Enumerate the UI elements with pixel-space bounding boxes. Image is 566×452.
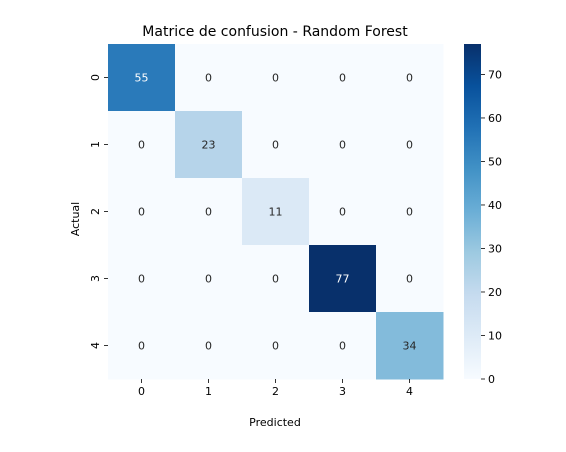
colorbar-tick-label: 60: [488, 112, 502, 125]
colorbar-tick-label: 30: [488, 242, 502, 255]
colorbar-gradient: [464, 44, 481, 379]
cell-value-label: 0: [272, 340, 279, 353]
x-axis-label: Predicted: [249, 416, 301, 429]
y-axis-label: Actual: [69, 202, 82, 236]
y-tick-label: 1: [89, 141, 102, 148]
cell-value-label: 0: [339, 206, 346, 219]
heatmap-cells: 55 0 0 0 0 0 23 0 0 0 0 0 11 0 0 0 0 0 77 0 0 0 0 0 34: [108, 44, 444, 380]
cell-value-label: 0: [272, 139, 279, 152]
cell-value-label: 0: [205, 72, 212, 85]
cell-value-label: 0: [339, 340, 346, 353]
cell-value-label: 0: [406, 139, 413, 152]
x-tick-label: 1: [205, 385, 212, 398]
y-tick-label: 3: [89, 275, 102, 282]
cell-value-label: 0: [272, 72, 279, 85]
cell-value-label: 0: [205, 206, 212, 219]
cell-value-label: 0: [205, 273, 212, 286]
cell-value-label: 77: [336, 273, 350, 286]
x-tick-label: 0: [138, 385, 145, 398]
cell-value-label: 11: [269, 206, 283, 219]
cell-value-label: 55: [135, 72, 149, 85]
cell-value-label: 0: [406, 206, 413, 219]
y-tick-label: 0: [89, 74, 102, 81]
x-tick-label: 4: [406, 385, 413, 398]
cell-value-label: 0: [406, 273, 413, 286]
colorbar-tick-label: 0: [488, 373, 495, 386]
cell-value-label: 0: [138, 206, 145, 219]
colorbar-tick-label: 50: [488, 155, 502, 168]
y-axis: 0 1 2 3 4: [89, 74, 108, 349]
cell-value-label: 0: [339, 139, 346, 152]
cell-value-label: 0: [205, 340, 212, 353]
cell-value-label: 0: [339, 72, 346, 85]
cell-value-label: 23: [202, 139, 216, 152]
x-tick-label: 3: [339, 385, 346, 398]
cell-value-label: 0: [138, 340, 145, 353]
cell-value-label: 0: [406, 72, 413, 85]
y-tick-label: 2: [89, 208, 102, 215]
cell-value-label: 0: [272, 273, 279, 286]
colorbar-tick-label: 20: [488, 286, 502, 299]
cell-value-label: 0: [138, 139, 145, 152]
colorbar: 0 10 20 30 40 50 60 70: [464, 44, 502, 386]
x-tick-label: 2: [272, 385, 279, 398]
cell-value-label: 0: [138, 273, 145, 286]
colorbar-tick-label: 70: [488, 68, 502, 81]
colorbar-tick-label: 40: [488, 199, 502, 212]
colorbar-tick-label: 10: [488, 329, 502, 342]
chart-title: Matrice de confusion - Random Forest: [142, 24, 408, 40]
x-axis: 0 1 2 3 4: [138, 379, 413, 398]
cell-value-label: 34: [403, 340, 417, 353]
y-tick-label: 4: [89, 342, 102, 349]
